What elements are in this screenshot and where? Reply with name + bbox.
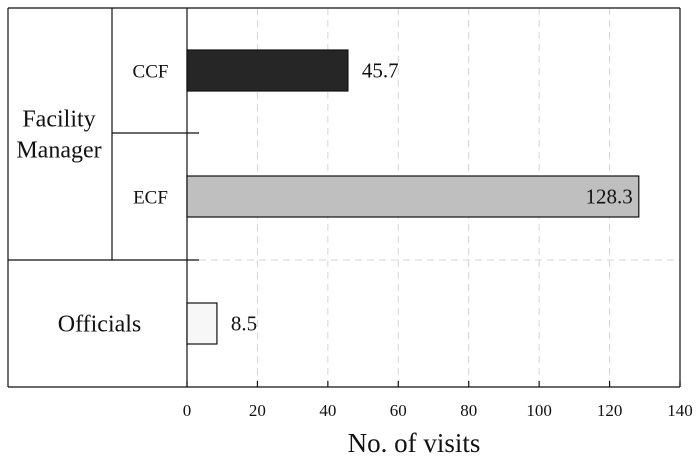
x-tick-label: 0 <box>183 401 192 420</box>
group-label: Manager <box>16 138 101 164</box>
x-tick-label: 40 <box>319 401 336 420</box>
x-tick-label: 80 <box>460 401 477 420</box>
group-label: Facility <box>22 107 95 133</box>
subcategory-label: CCF <box>133 62 169 83</box>
bar <box>186 302 218 345</box>
data-label: 45.7 <box>362 59 399 83</box>
x-axis: 0 20 40 60 80 100 120 140 <box>183 381 693 420</box>
category-labels: Facility Manager CCF ECF Officials <box>16 62 168 338</box>
group-label: Officials <box>58 312 142 338</box>
bar <box>186 175 640 218</box>
subcategory-label: ECF <box>133 188 168 209</box>
x-tick-label: 20 <box>249 401 266 420</box>
x-axis-title: No. of visits <box>348 428 481 458</box>
x-tick-label: 60 <box>390 401 407 420</box>
x-tick-label: 100 <box>526 401 552 420</box>
data-label: 8.5 <box>231 312 257 336</box>
x-tick-label: 140 <box>667 401 693 420</box>
data-label: 128.3 <box>586 185 633 209</box>
x-tick-label: 120 <box>597 401 623 420</box>
bar <box>186 49 349 92</box>
bars: 45.7 128.3 8.5 <box>186 49 640 345</box>
